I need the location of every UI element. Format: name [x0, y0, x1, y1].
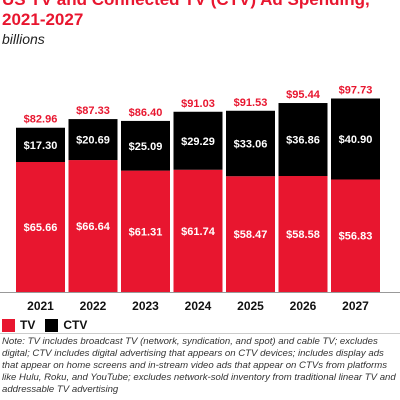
label-total-2024: $91.03: [181, 98, 215, 110]
label-ctv-2023: $25.09: [129, 141, 163, 153]
label-tv-2021: $65.66: [24, 222, 58, 234]
label-ctv-2021: $17.30: [24, 140, 58, 152]
bar-tv-2021: [16, 161, 65, 292]
label-tv-2023: $61.31: [129, 226, 163, 238]
label-tv-2026: $58.58: [286, 229, 320, 241]
label-tv-2027: $56.83: [339, 231, 373, 243]
legend-label-tv: TV: [20, 318, 36, 332]
label-ctv-2026: $36.86: [286, 135, 320, 147]
bar-ctv-2025: [226, 110, 275, 177]
label-total-2021: $82.96: [24, 114, 58, 126]
bar-ctv-2023: [121, 120, 170, 171]
bar-tv-2024: [173, 169, 223, 292]
bar-tv-2026: [278, 176, 328, 292]
x-tick-2026: 2026: [290, 299, 317, 313]
bar-ctv-2026: [278, 103, 328, 177]
x-tick-2023: 2023: [132, 299, 159, 313]
chart-subtitle: billions: [2, 31, 45, 47]
bar-ctv-2024: [173, 111, 223, 170]
x-tick-2027: 2027: [342, 299, 369, 313]
label-tv-2025: $58.47: [234, 229, 268, 241]
label-ctv-2024: $29.29: [181, 136, 215, 148]
label-ctv-2027: $40.90: [339, 134, 373, 146]
bar-tv-2023: [121, 170, 170, 292]
label-ctv-2025: $33.06: [234, 139, 268, 151]
x-tick-2022: 2022: [80, 299, 107, 313]
label-total-2022: $87.33: [76, 105, 110, 117]
legend-item-ctv: CTV: [45, 318, 87, 332]
legend-swatch-ctv: [45, 318, 59, 332]
bar-ctv-2021: [16, 127, 65, 162]
legend-swatch-tv: [2, 318, 15, 332]
note-divider: [0, 333, 400, 334]
chart-note: Note: TV includes broadcast TV (network,…: [2, 336, 396, 395]
bar-ctv-2022: [68, 119, 118, 161]
x-tick-2025: 2025: [237, 299, 264, 313]
bar-ctv-2027: [331, 98, 380, 180]
label-ctv-2022: $20.69: [76, 135, 110, 147]
x-tick-2024: 2024: [185, 299, 212, 313]
bar-tv-2027: [331, 179, 380, 292]
label-total-2027: $97.73: [339, 84, 373, 96]
legend-item-tv: TV: [2, 318, 35, 332]
x-tick-2021: 2021: [27, 299, 54, 313]
label-total-2023: $86.40: [129, 107, 163, 119]
bar-tv-2025: [226, 176, 275, 292]
label-total-2026: $95.44: [286, 89, 321, 101]
chart-title: US TV and Connected TV (CTV) Ad Spending…: [2, 0, 370, 29]
label-tv-2024: $61.74: [181, 226, 216, 238]
label-total-2025: $91.53: [234, 97, 268, 109]
legend-label-ctv: CTV: [63, 318, 88, 332]
bar-tv-2022: [68, 160, 118, 292]
stacked-bar-chart: $65.66 $17.30 $82.96 2021 $66.64 $20.69 $87.33…: [0, 84, 400, 313]
label-tv-2022: $66.64: [76, 221, 111, 233]
chart-legend: TV CTV: [2, 318, 97, 332]
